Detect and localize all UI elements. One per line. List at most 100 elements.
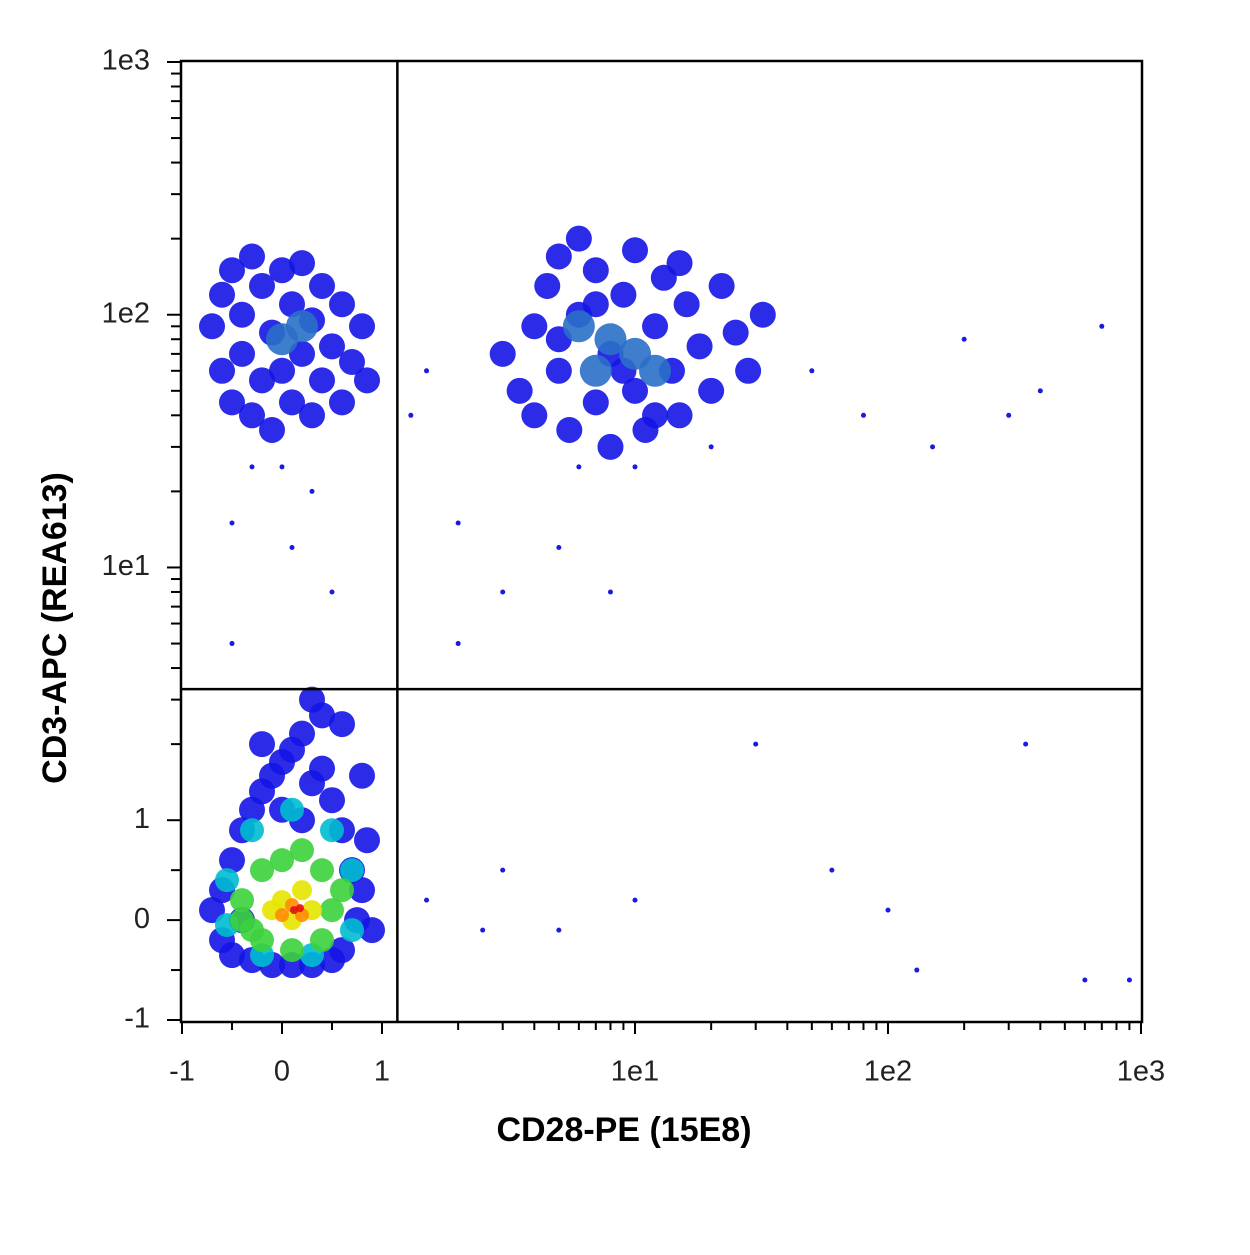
data-point — [579, 354, 612, 387]
data-point — [299, 402, 325, 429]
data-point — [722, 319, 749, 346]
data-point — [1126, 977, 1132, 983]
data-point — [642, 313, 669, 340]
data-point — [594, 323, 627, 356]
data-point — [556, 927, 562, 933]
y-tick-label: 0 — [134, 903, 150, 935]
data-point — [708, 444, 714, 450]
data-point — [545, 243, 572, 270]
data-point — [349, 313, 375, 340]
data-point — [698, 377, 725, 404]
data-point — [521, 402, 548, 429]
data-point — [829, 867, 835, 873]
data-point — [229, 340, 255, 367]
data-point — [309, 488, 315, 494]
data-point — [219, 942, 245, 969]
data-point — [230, 908, 254, 933]
data-point — [582, 389, 609, 416]
data-point — [339, 349, 365, 376]
data-point — [239, 243, 265, 270]
data-point — [632, 897, 638, 903]
x-tick-label: 0 — [274, 1056, 290, 1088]
data-point — [597, 433, 624, 460]
data-point — [219, 389, 245, 416]
points-layer — [199, 225, 1132, 983]
data-point — [329, 589, 335, 595]
x-tick-label: 1 — [374, 1056, 390, 1088]
data-point — [215, 868, 239, 893]
data-point — [622, 377, 648, 404]
y-tick-label: 1e2 — [102, 297, 150, 329]
data-point — [534, 272, 561, 299]
data-point — [269, 257, 295, 284]
data-point — [500, 589, 506, 595]
data-point — [309, 367, 335, 394]
data-point — [666, 250, 693, 277]
data-point — [290, 906, 298, 915]
data-point — [280, 797, 304, 822]
data-point — [860, 412, 866, 418]
data-point — [259, 416, 285, 443]
data-point — [354, 367, 380, 394]
data-point — [289, 720, 315, 747]
data-point — [885, 907, 891, 913]
data-point — [455, 520, 461, 526]
data-point — [642, 402, 669, 429]
data-point — [556, 544, 562, 550]
data-point — [199, 313, 225, 340]
data-point — [250, 858, 274, 883]
data-point — [359, 917, 385, 944]
data-point — [506, 377, 533, 404]
data-point — [632, 464, 638, 470]
data-point — [1037, 388, 1043, 394]
data-point — [249, 731, 275, 758]
data-point — [354, 827, 380, 854]
data-point — [545, 357, 572, 384]
data-point — [310, 928, 334, 953]
data-point — [340, 858, 364, 883]
data-point — [320, 818, 344, 843]
x-tick-label: 1e2 — [864, 1056, 912, 1088]
data-point — [749, 301, 776, 328]
data-point — [219, 257, 245, 284]
data-point — [280, 938, 304, 963]
data-point — [229, 641, 235, 647]
plot-frame — [179, 59, 1144, 1024]
data-point — [408, 412, 414, 418]
data-point — [230, 888, 254, 913]
data-point — [424, 368, 430, 374]
data-point — [219, 847, 245, 874]
data-point — [289, 250, 315, 277]
data-point — [582, 291, 609, 318]
data-point — [562, 310, 595, 343]
data-point — [576, 464, 582, 470]
data-point — [708, 272, 735, 299]
data-point — [329, 711, 355, 738]
data-point — [269, 357, 295, 384]
data-point — [309, 755, 335, 782]
data-point — [329, 937, 355, 964]
data-point — [299, 686, 325, 713]
y-tick-label: 1e1 — [102, 550, 150, 582]
data-point — [329, 291, 355, 318]
data-point — [521, 313, 548, 340]
data-point — [686, 333, 713, 360]
data-point — [286, 310, 318, 343]
data-point — [809, 368, 815, 374]
data-point — [610, 281, 637, 308]
data-point — [330, 878, 354, 903]
data-point — [270, 848, 294, 873]
data-point — [556, 416, 583, 443]
data-point — [480, 927, 486, 933]
data-point — [199, 897, 225, 924]
data-point — [320, 898, 344, 923]
data-point — [673, 291, 700, 318]
x-tick-label: 1e3 — [1117, 1056, 1165, 1088]
data-point — [489, 340, 516, 367]
data-point — [622, 237, 648, 264]
data-point — [340, 918, 364, 943]
data-point — [455, 641, 461, 647]
data-point — [319, 787, 345, 814]
data-point — [1082, 977, 1088, 983]
data-point — [1099, 323, 1105, 329]
